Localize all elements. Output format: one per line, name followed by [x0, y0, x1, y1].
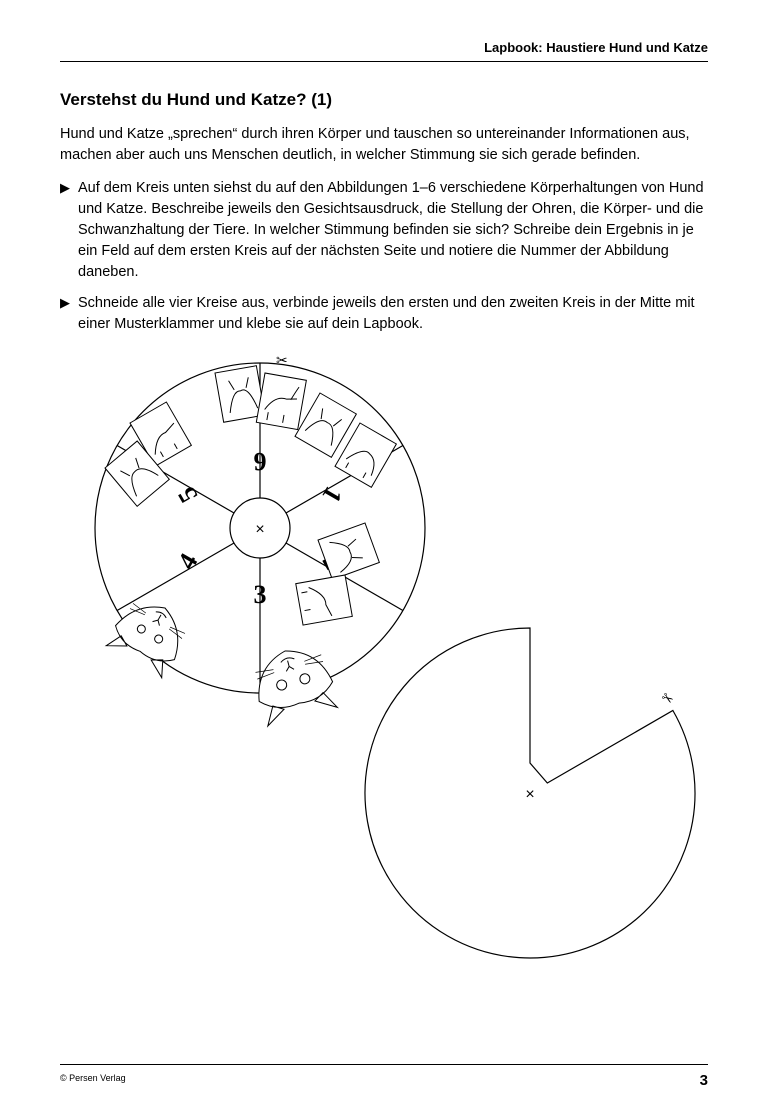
bullet-item: ▶ Auf dem Kreis unten siehst du auf den …: [60, 178, 708, 283]
page-number: 3: [700, 1072, 708, 1089]
segmented-wheel: × 1 2 3 4 5 6: [95, 353, 425, 727]
center-mark: ×: [255, 521, 264, 538]
footer-copyright: © Persen Verlag: [60, 1073, 126, 1083]
scissors-icon: ✂: [276, 353, 288, 368]
bullet-item: ▶ Schneide alle vier Kreise aus, verbind…: [60, 293, 708, 335]
scissors-icon: ✂: [658, 688, 677, 708]
worksheet-diagram-svg: × 1 2 3 4 5 6: [60, 353, 708, 973]
center-mark: ×: [525, 786, 534, 803]
cutout-circle: × ✂: [365, 628, 695, 958]
footer-rule: [60, 1064, 708, 1065]
intro-paragraph: Hund und Katze „sprechen“ durch ihren Kö…: [60, 124, 708, 166]
page-title: Verstehst du Hund und Katze? (1): [60, 90, 708, 110]
bullet-text: Schneide alle vier Kreise aus, verbinde …: [78, 293, 708, 335]
triangle-bullet-icon: ▶: [60, 293, 70, 335]
worksheet-page: Lapbook: Haustiere Hund und Katze Verste…: [0, 0, 768, 1109]
bullet-text: Auf dem Kreis unten siehst du auf den Ab…: [78, 178, 708, 283]
header-label: Lapbook: Haustiere Hund und Katze: [60, 40, 708, 62]
diagram-area: × 1 2 3 4 5 6: [60, 353, 708, 973]
wheel-number-6: 6: [254, 447, 267, 476]
wheel-number-3: 3: [254, 580, 267, 609]
triangle-bullet-icon: ▶: [60, 178, 70, 283]
